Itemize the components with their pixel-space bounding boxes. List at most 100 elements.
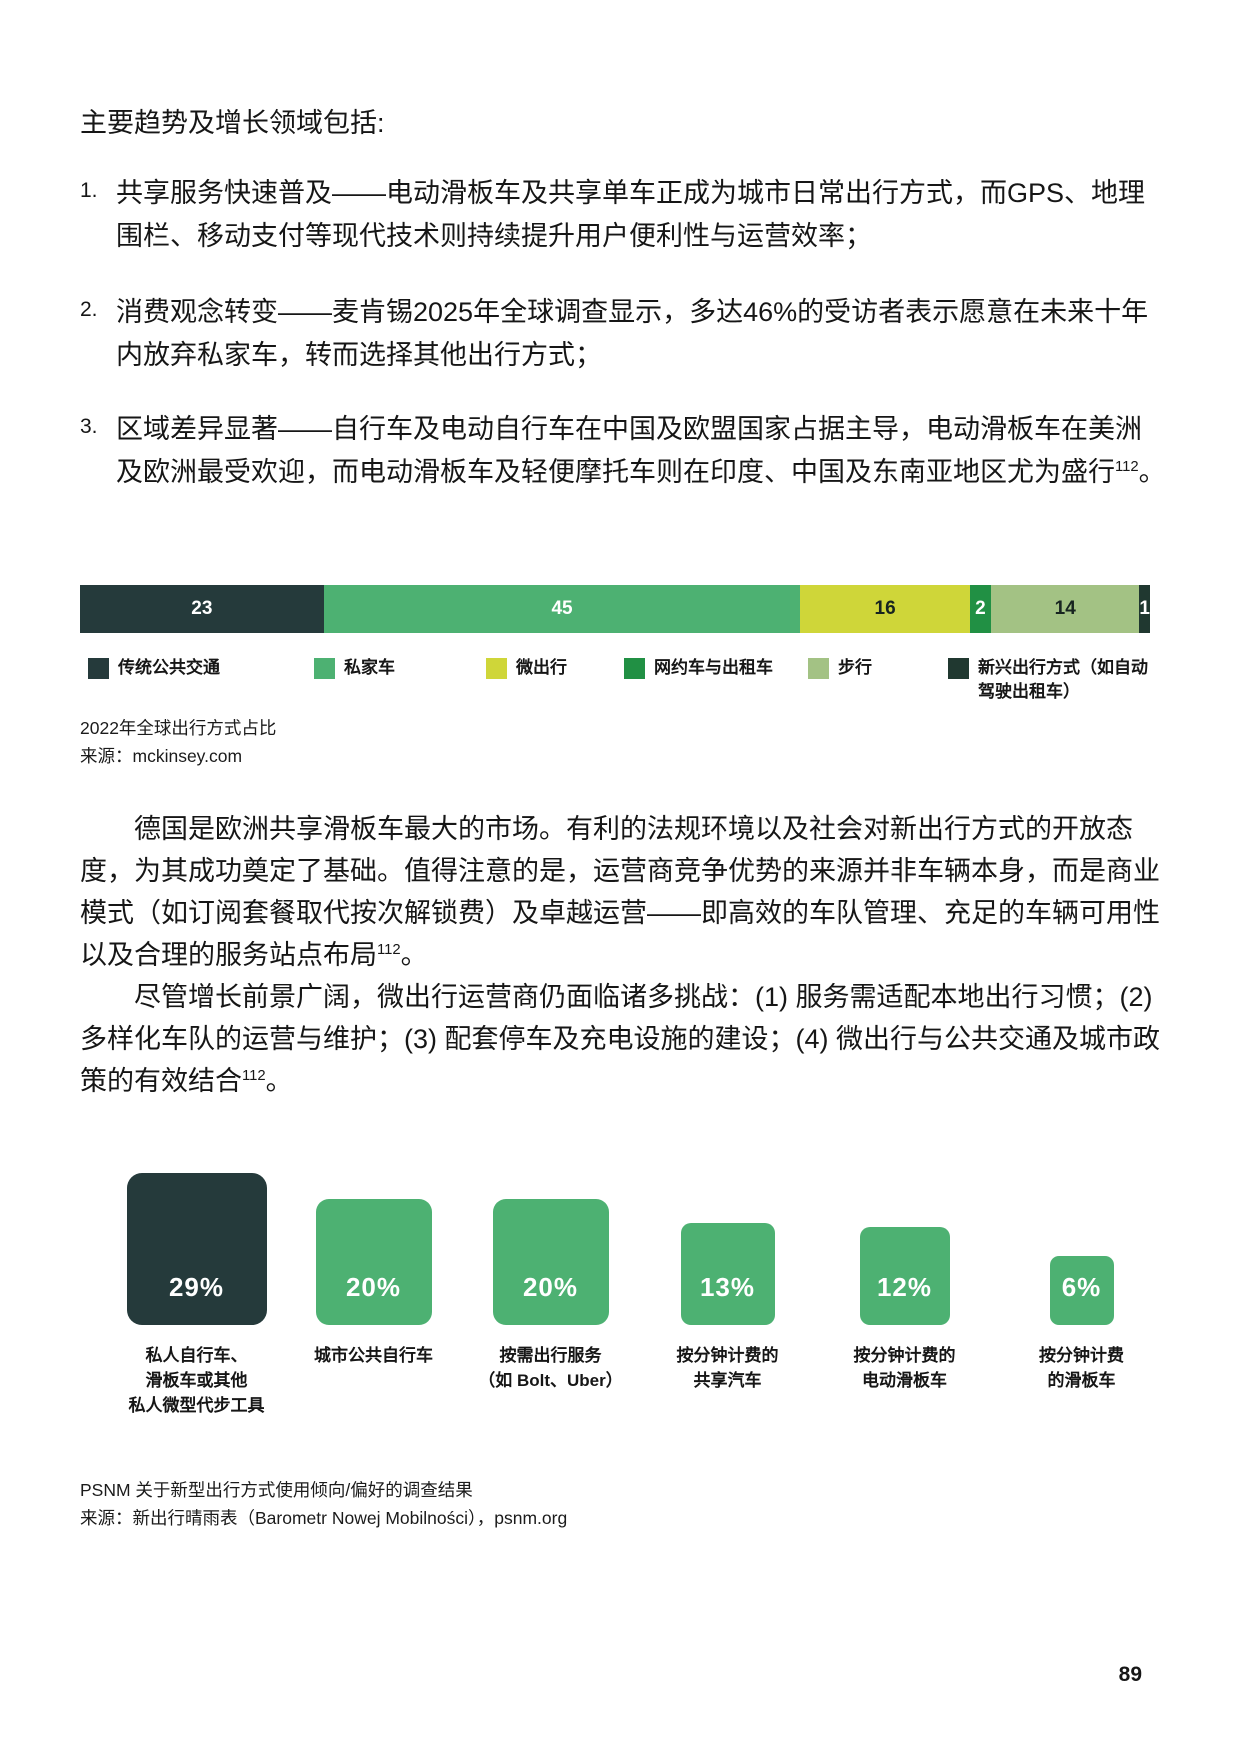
list-item-3: 3. 区域差异显著——自行车及电动自行车在中国及欧盟国家占据主导，电动滑板车在美…: [80, 408, 1166, 494]
body-text-block: 德国是欧洲共享滑板车最大的市场。有利的法规环境以及社会对新出行方式的开放态度，为…: [80, 808, 1164, 1102]
square-area: 29%: [126, 1165, 267, 1325]
legend-label: 私家车: [344, 656, 395, 680]
category-label: 按分钟计费的 电动滑板车: [854, 1343, 956, 1393]
legend-item-walking: 步行: [808, 656, 872, 680]
chart-legend: 传统公共交通 私家车 微出行 网约车与出租车 步行 新兴出行方式（如自动 驾驶出…: [80, 656, 1166, 728]
list-item-1: 1. 共享服务快速普及——电动滑板车及共享单车正成为城市日常出行方式，而GPS、…: [80, 172, 1166, 258]
legend-item-private-car: 私家车: [314, 656, 395, 680]
percent-label: 29%: [168, 1272, 225, 1302]
legend-item-micromobility: 微出行: [486, 656, 567, 680]
legend-swatch: [88, 658, 109, 679]
legend-label-line: 微出行: [516, 658, 567, 677]
list-item-text: 共享服务快速普及——电动滑板车及共享单车正成为城市日常出行方式，而GPS、地理围…: [116, 172, 1166, 258]
legend-swatch: [486, 658, 507, 679]
category-label-line: 的滑板车: [1047, 1371, 1116, 1390]
legend-swatch: [808, 658, 829, 679]
percent-box: 13%: [680, 1223, 775, 1325]
survey-column-private-micromobility: 29% 私人自行车、 滑板车或其他 私人微型代步工具: [108, 1165, 285, 1418]
category-label-line: 按需出行服务: [499, 1346, 602, 1365]
chart-source: 来源：新出行晴雨表（Barometr Nowej Mobilności），psn…: [80, 1508, 568, 1528]
section-heading: 主要趋势及增长领域包括:: [80, 108, 385, 138]
legend-label-line: 新兴出行方式（如自动: [978, 658, 1148, 677]
legend-label: 网约车与出租车: [654, 656, 773, 680]
legend-swatch: [948, 658, 969, 679]
survey-column-on-demand-services: 20% 按需出行服务 （如 Bolt、Uber）: [462, 1165, 639, 1418]
body-paragraph-1: 德国是欧洲共享滑板车最大的市场。有利的法规环境以及社会对新出行方式的开放态度，为…: [80, 808, 1164, 976]
legend-label: 步行: [838, 656, 872, 680]
legend-item-ridehailing-taxi: 网约车与出租车: [624, 656, 773, 680]
list-item-text: 消费观念转变——麦肯锡2025年全球调查显示，多达46%的受访者表示愿意在未来十…: [116, 291, 1166, 377]
paragraph-text: 德国是欧洲共享滑板车最大的市场。有利的法规环境以及社会对新出行方式的开放态度，为…: [80, 814, 1160, 970]
legend-label-line: 私家车: [344, 658, 395, 677]
bar-segment-micromobility: 16: [800, 585, 970, 633]
percent-label: 12%: [876, 1272, 933, 1302]
bar-segment-private-car: 45: [323, 585, 801, 633]
category-label-line: 城市公共自行车: [314, 1346, 433, 1365]
footnote-ref: 112: [242, 1068, 266, 1084]
survey-column-scooter-per-minute: 6% 按分钟计费 的滑板车: [993, 1165, 1170, 1418]
legend-label: 新兴出行方式（如自动 驾驶出租车）: [978, 656, 1148, 704]
bar-segment-ridehailing-taxi: 2: [969, 585, 992, 633]
legend-item-traditional-transit: 传统公共交通: [88, 656, 220, 680]
legend-label-line: 网约车与出租车: [654, 658, 773, 677]
square-area: 20%: [492, 1165, 609, 1325]
category-label-line: （如 Bolt、Uber）: [478, 1371, 623, 1390]
percent-label: 20%: [345, 1272, 402, 1302]
bar-segment-traditional-transit: 23: [80, 585, 324, 633]
chart-caption: 2022年全球出行方式占比: [80, 718, 277, 738]
paragraph-text-end: 。: [265, 1066, 293, 1096]
category-label: 按分钟计费的 共享汽车: [677, 1343, 779, 1393]
bar-segment-walking: 14: [991, 585, 1140, 633]
legend-label-line: 传统公共交通: [118, 658, 220, 677]
category-label: 按需出行服务 （如 Bolt、Uber）: [478, 1343, 623, 1393]
legend-label: 微出行: [516, 656, 567, 680]
modal-split-stacked-bar: 23 45 16 2 14 1: [80, 585, 1150, 633]
legend-swatch: [624, 658, 645, 679]
body-paragraph-2: 尽管增长前景广阔，微出行运营商仍面临诸多挑战：(1) 服务需适配本地出行习惯；(…: [80, 976, 1164, 1102]
category-label-line: 私人微型代步工具: [128, 1396, 265, 1415]
percent-box: 6%: [1049, 1256, 1114, 1325]
percent-label: 20%: [522, 1272, 579, 1302]
list-item-text-main: 消费观念转变——麦肯锡2025年全球调查显示，多达46%的受访者表示愿意在未来十…: [116, 297, 1149, 370]
survey-square-chart: 29% 私人自行车、 滑板车或其他 私人微型代步工具 20% 城市公共自行车: [108, 1165, 1170, 1418]
survey-column-carsharing: 13% 按分钟计费的 共享汽车: [639, 1165, 816, 1418]
chart-source: 来源：mckinsey.com: [80, 746, 243, 766]
survey-column-e-scooter-per-minute: 12% 按分钟计费的 电动滑板车: [816, 1165, 993, 1418]
category-label: 私人自行车、 滑板车或其他 私人微型代步工具: [129, 1343, 265, 1418]
list-number: 1.: [80, 179, 98, 202]
page-number: 89: [1118, 1663, 1142, 1686]
percent-box: 12%: [859, 1227, 950, 1325]
list-item-text: 区域差异显著——自行车及电动自行车在中国及欧盟国家占据主导，电动滑板车在美洲及欧…: [116, 408, 1166, 494]
percent-label: 13%: [699, 1272, 756, 1302]
category-label-line: 按分钟计费的: [676, 1346, 779, 1365]
category-label: 按分钟计费 的滑板车: [1039, 1343, 1124, 1393]
paragraph-text-end: 。: [400, 940, 428, 970]
category-label-line: 按分钟计费的: [853, 1346, 956, 1365]
chart-caption: PSNM 关于新型出行方式使用倾向/偏好的调查结果: [80, 1480, 473, 1500]
legend-label: 传统公共交通: [118, 656, 220, 680]
footnote-ref: 112: [377, 942, 401, 958]
square-area: 20%: [315, 1165, 432, 1325]
square-area: 13%: [680, 1165, 775, 1325]
square-area: 6%: [1049, 1165, 1114, 1325]
list-item-text-end: 。: [1138, 457, 1166, 487]
list-item-text-main: 共享服务快速普及——电动滑板车及共享单车正成为城市日常出行方式，而GPS、地理围…: [116, 178, 1146, 251]
legend-label-line: 步行: [838, 658, 872, 677]
category-label: 城市公共自行车: [314, 1343, 433, 1368]
survey-column-city-bikeshare: 20% 城市公共自行车: [285, 1165, 462, 1418]
percent-label: 6%: [1061, 1272, 1102, 1302]
percent-box: 20%: [492, 1199, 609, 1325]
footnote-ref: 112: [1115, 459, 1139, 475]
category-label-line: 电动滑板车: [862, 1371, 947, 1390]
legend-label-line: 驾驶出租车）: [978, 682, 1080, 701]
category-label-line: 共享汽车: [693, 1371, 762, 1390]
percent-box: 29%: [126, 1173, 267, 1325]
list-item-text-main: 区域差异显著——自行车及电动自行车在中国及欧盟国家占据主导，电动滑板车在美洲及欧…: [116, 414, 1142, 487]
list-item-2: 2. 消费观念转变——麦肯锡2025年全球调查显示，多达46%的受访者表示愿意在…: [80, 291, 1166, 377]
legend-swatch: [314, 658, 335, 679]
category-label-line: 滑板车或其他: [145, 1371, 248, 1390]
category-label-line: 按分钟计费: [1039, 1346, 1124, 1365]
list-number: 3.: [80, 415, 98, 438]
percent-box: 20%: [315, 1199, 432, 1325]
